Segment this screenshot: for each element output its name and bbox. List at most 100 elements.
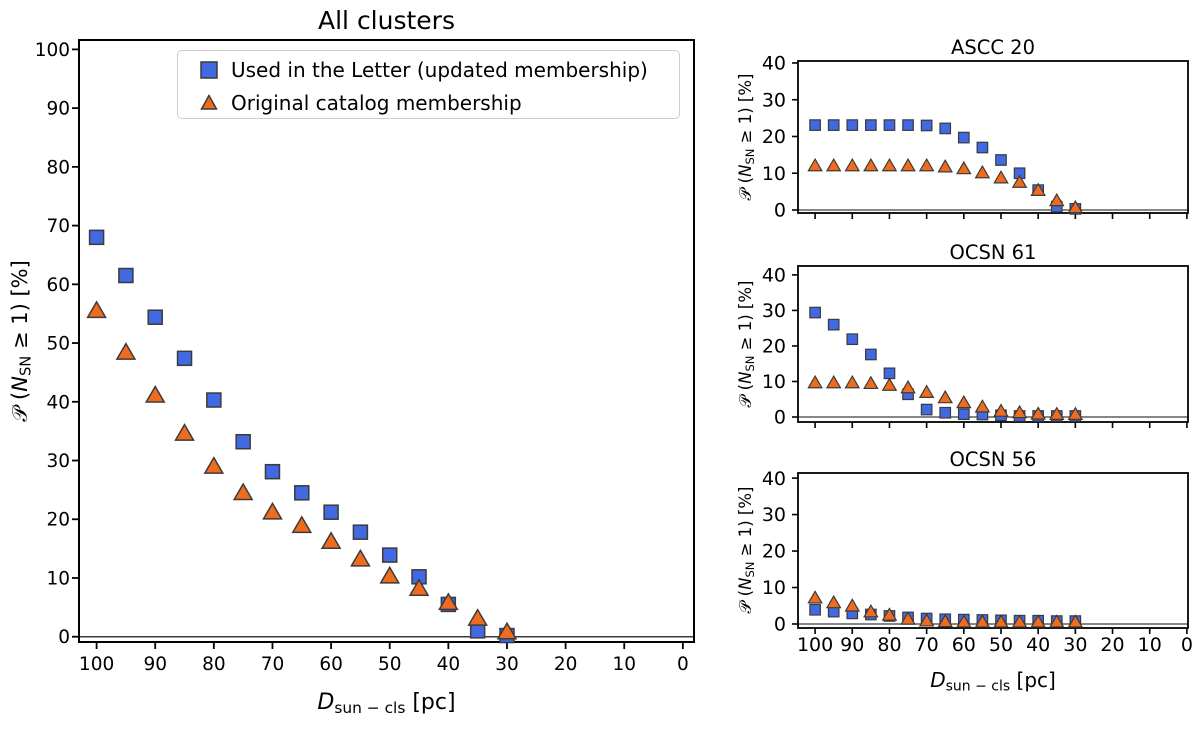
square-marker bbox=[920, 119, 933, 132]
triangle-marker bbox=[974, 164, 991, 179]
triangle-marker bbox=[291, 515, 313, 534]
square-marker bbox=[235, 433, 251, 450]
square-marker bbox=[809, 306, 821, 319]
x-tick-label: 70 bbox=[915, 634, 939, 656]
ylabel-variable: N bbox=[736, 577, 755, 590]
triangle-marker bbox=[825, 157, 842, 172]
square-marker bbox=[939, 406, 952, 419]
y-tick-label: 40 bbox=[762, 468, 786, 490]
xlabel-unit: [pc] bbox=[405, 690, 456, 715]
y-tick-label: 10 bbox=[762, 371, 786, 393]
ylabel-prefix: ( bbox=[736, 383, 755, 396]
triangle-marker bbox=[350, 548, 371, 567]
square-marker bbox=[865, 348, 877, 361]
triangle-marker bbox=[1030, 182, 1046, 196]
axes-spines bbox=[797, 265, 1189, 423]
y-tick-label: 20 bbox=[762, 336, 786, 358]
chart-ascc-20: 0 10 20 30 40 bbox=[762, 53, 1189, 222]
x-tick-label: 30 bbox=[1063, 634, 1087, 656]
triangle-marker bbox=[844, 598, 861, 612]
series-original-catalog bbox=[807, 374, 1084, 420]
x-tick-label: 90 bbox=[840, 634, 864, 656]
x-tick-label: 60 bbox=[319, 654, 343, 675]
y-tick-label: 20 bbox=[46, 510, 70, 531]
square-marker bbox=[176, 350, 193, 367]
ylabel-script-p: 𝒫 bbox=[736, 395, 755, 408]
triangle-marker bbox=[807, 374, 823, 389]
series-updated-membership bbox=[88, 229, 515, 644]
legend-item-label: Original catalog membership bbox=[231, 90, 522, 115]
x-tick-label: 60 bbox=[952, 634, 976, 656]
ocsn56-y-axis-label: 𝒫 (NSN ≥ 1) [%] bbox=[735, 430, 757, 670]
xlabel-unit: [pc] bbox=[1010, 668, 1056, 692]
triangle-marker bbox=[918, 157, 935, 172]
square-marker bbox=[976, 141, 989, 154]
y-tick-label: 80 bbox=[46, 157, 70, 178]
square-marker bbox=[88, 229, 105, 246]
y-tick-label: 30 bbox=[762, 504, 786, 526]
triangle-marker bbox=[807, 590, 823, 604]
legend-triangle-marker-icon bbox=[200, 93, 218, 110]
x-tick-label: 100 bbox=[79, 654, 114, 675]
xlabel-subscript: sun − cls bbox=[945, 678, 1011, 695]
triangle-marker bbox=[863, 375, 879, 390]
triangle-marker bbox=[937, 613, 954, 628]
triangle-marker bbox=[993, 170, 1009, 184]
axes-spines bbox=[797, 472, 1189, 629]
x-tick-label: 100 bbox=[797, 634, 833, 656]
series-updated-membership bbox=[809, 306, 1082, 422]
square-marker bbox=[957, 131, 970, 144]
square-marker bbox=[883, 119, 896, 131]
triangle-marker bbox=[1048, 192, 1065, 207]
triangle-marker bbox=[203, 456, 225, 474]
triangle-marker bbox=[900, 611, 916, 625]
legend-square-marker-icon bbox=[200, 60, 218, 79]
triangle-marker bbox=[115, 342, 137, 360]
ylabel-prefix: ( bbox=[736, 176, 755, 189]
legend-item-used-in-letter: Used in the Letter (updated membership) bbox=[178, 53, 679, 86]
square-marker bbox=[264, 463, 281, 480]
triangle-marker bbox=[993, 403, 1009, 417]
y-tick-label: 60 bbox=[46, 275, 70, 296]
triangle-marker bbox=[1030, 614, 1046, 628]
triangle-marker bbox=[937, 159, 954, 173]
square-marker bbox=[865, 119, 877, 131]
y-tick-label: 30 bbox=[46, 451, 70, 472]
subplot-title-ocsn61: OCSN 61 bbox=[949, 241, 1037, 264]
square-marker bbox=[902, 119, 914, 131]
x-tick-label: 90 bbox=[143, 654, 167, 675]
ylabel-script-p: 𝒫 bbox=[8, 406, 32, 422]
ylabel-prefix: ( bbox=[8, 391, 32, 407]
subplot-title-ocsn56: OCSN 56 bbox=[949, 448, 1037, 471]
triangle-marker bbox=[1011, 404, 1028, 419]
square-marker bbox=[809, 119, 821, 131]
triangle-marker bbox=[320, 531, 342, 549]
y-tick-label: 40 bbox=[762, 265, 786, 287]
x-tick-label: 40 bbox=[1026, 634, 1050, 656]
ylabel-variable: N bbox=[736, 371, 755, 384]
square-marker bbox=[352, 524, 369, 540]
ylabel-subscript: SN bbox=[742, 561, 757, 578]
square-marker bbox=[323, 504, 339, 520]
square-marker bbox=[381, 547, 398, 563]
triangle-marker bbox=[1048, 406, 1065, 420]
axes-spines bbox=[797, 60, 1189, 214]
x-tick-label: 80 bbox=[877, 634, 901, 656]
x-tick-label: 20 bbox=[554, 654, 578, 675]
legend-item-label: Used in the Letter (updated membership) bbox=[231, 57, 648, 82]
triangle-marker bbox=[408, 578, 430, 596]
triangle-marker bbox=[807, 157, 823, 172]
square-marker bbox=[206, 392, 222, 408]
x-tick-label: 50 bbox=[378, 654, 402, 675]
ylabel-script-p: 𝒫 bbox=[736, 601, 755, 614]
y-tick-label: 0 bbox=[774, 614, 786, 636]
x-tick-label: 30 bbox=[495, 654, 519, 675]
y-tick-label: 10 bbox=[762, 577, 786, 599]
ylabel-suffix: ≥ 1) [%] bbox=[736, 73, 755, 149]
triangle-marker bbox=[825, 594, 842, 609]
triangle-marker bbox=[262, 501, 283, 520]
triangle-marker bbox=[1048, 614, 1065, 628]
triangle-marker bbox=[956, 160, 972, 175]
